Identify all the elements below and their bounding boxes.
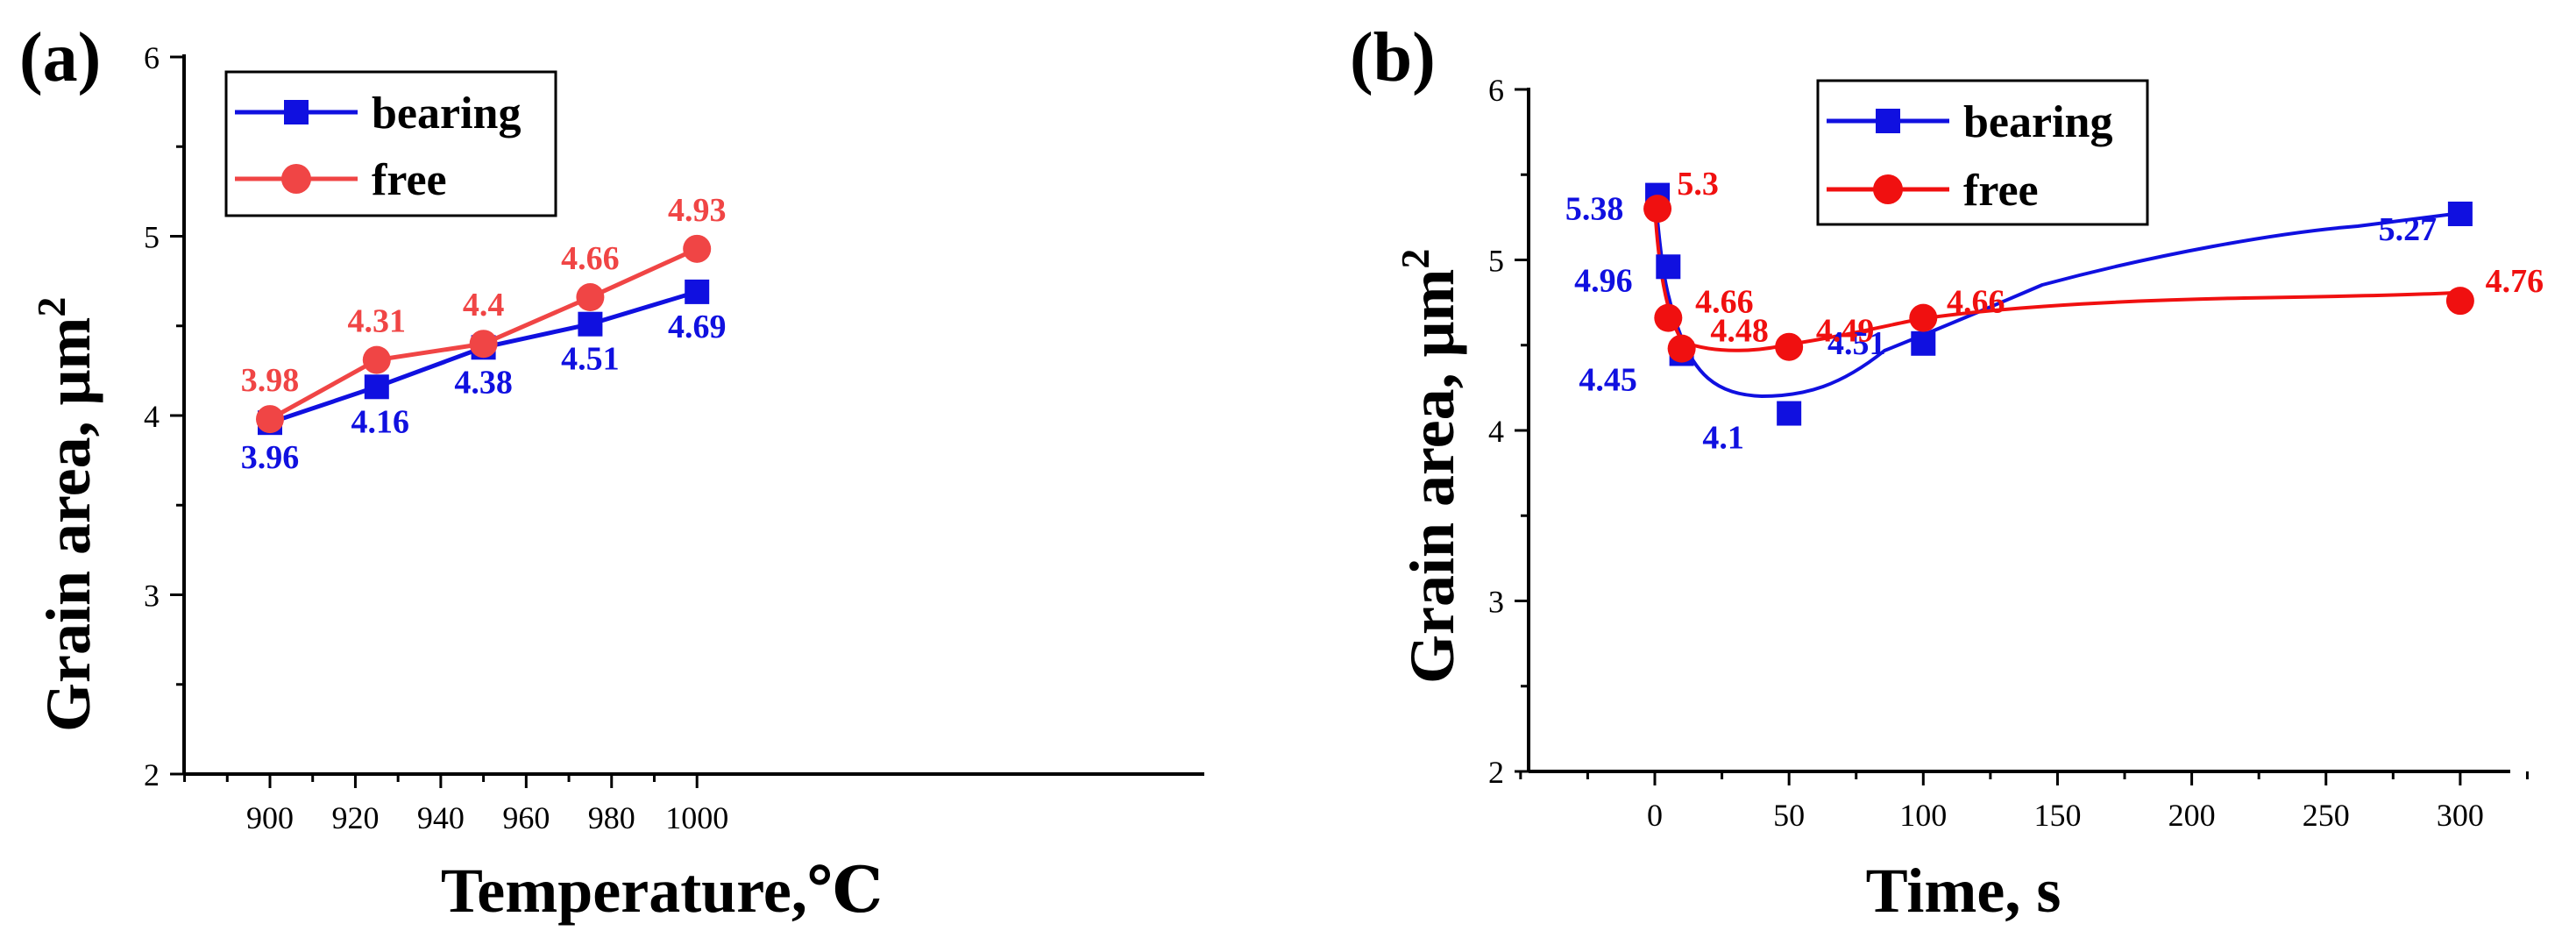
panel-b-bearing-point-5 xyxy=(2447,201,2473,226)
panel-b-bearing-label-3: 4.1 xyxy=(1702,420,1744,457)
panel-b-free-point-3 xyxy=(1775,332,1804,361)
panel-a-free-point-4 xyxy=(683,234,712,263)
panel-b-free-point-5 xyxy=(2445,287,2474,316)
panel-a-free-point-2 xyxy=(469,330,498,359)
panel-a-free-label-0: 3.98 xyxy=(241,362,300,399)
panel-a-ytick-label-1: 3 xyxy=(144,579,160,614)
panel-b-free-point-2 xyxy=(1667,334,1696,363)
panel-a-ytick-label-4: 6 xyxy=(144,40,160,75)
panel-b-bearing-label-2: 4.45 xyxy=(1579,361,1637,398)
panel-a-free-label-1: 4.31 xyxy=(348,303,407,340)
panel-b-free-label-3: 4.49 xyxy=(1816,313,1875,350)
panel-b-x-label: Time, s xyxy=(1866,856,2062,926)
panel-b-bearing-label-4: 4.51 xyxy=(1827,325,1886,362)
panel-a-xtick-label-2: 940 xyxy=(417,800,465,835)
panel-b-legend-free-label: free xyxy=(1963,166,2039,216)
panel-a-x-label: Temperature,℃ xyxy=(441,856,883,926)
panel-a-ytick-label-3: 5 xyxy=(144,220,160,255)
panel-a-y-label: Grain area, μm2 xyxy=(29,297,103,732)
panel-b-ticks: 0 50 100 150 200 250 300 2 3 4 5 6 xyxy=(1488,73,2529,833)
panel-b-ytick-label-1: 3 xyxy=(1488,585,1504,620)
panel-b-legend: bearing free xyxy=(1816,79,2149,226)
panel-b-xtick-label-0: 0 xyxy=(1647,798,1663,833)
panel-a-xtick-label-5: 1000 xyxy=(665,800,728,835)
panel-b-label: (b) xyxy=(1350,19,1436,96)
panel-b-bearing-point-3 xyxy=(1777,401,1802,426)
panel-b-free-label-5: 4.76 xyxy=(2486,263,2544,300)
panel-a-legend-free-label: free xyxy=(372,155,447,205)
panel-b-legend-bearing-marker xyxy=(1876,109,1900,133)
panel-b-ytick-label-2: 4 xyxy=(1488,414,1504,449)
panel-b-xtick-label-1: 50 xyxy=(1773,798,1805,833)
panel-b-y-label-main: Grain area, μm xyxy=(1397,269,1467,684)
panel-a-xtick-label-4: 980 xyxy=(588,800,635,835)
panel-a-free-point-3 xyxy=(576,283,605,312)
panel-b-legend-bearing-label: bearing xyxy=(1963,97,2112,147)
panel-b-chart: (b) 0 50 100 150 200 250 300 2 3 4 5 6 Time, s Grai… xyxy=(1350,19,2544,926)
panel-a-bearing-label-3: 4.51 xyxy=(561,341,620,378)
panel-b-free-point-1 xyxy=(1654,303,1683,332)
panel-b-series: 5.384.964.454.14.515.275.34.664.48 4.494.… xyxy=(1565,166,2544,456)
panel-b-bearing-point-1 xyxy=(1656,254,1681,280)
panel-b-bearing-label-1: 4.96 xyxy=(1574,262,1633,299)
panel-b-free-label-2: 4.48 xyxy=(1710,313,1769,350)
panel-a-legend-bearing-marker xyxy=(284,100,309,124)
panel-b-xtick-label-6: 300 xyxy=(2437,798,2484,833)
panel-a-free-point-0 xyxy=(256,405,284,434)
panel-b-ytick-label-4: 6 xyxy=(1488,73,1504,108)
panel-b-bearing-point-4 xyxy=(1911,330,1936,356)
panel-a-bearing-label-4: 4.69 xyxy=(668,309,727,345)
panel-b-y-label-sup: 2 xyxy=(1393,249,1437,269)
panel-b-ytick-label-0: 2 xyxy=(1488,755,1504,790)
panel-a-bearing-label-1: 4.16 xyxy=(351,403,410,440)
panel-b-free-label-1: 4.66 xyxy=(1695,284,1754,321)
panel-b-xtick-label-2: 100 xyxy=(1899,798,1947,833)
panel-b-free-label-4: 4.66 xyxy=(1947,284,2005,321)
panel-a-free-point-1 xyxy=(362,345,391,374)
panel-a-ytick-label-2: 4 xyxy=(144,399,160,434)
panel-a-y-label-sup: 2 xyxy=(29,297,74,317)
panel-a-bearing-label-2: 4.38 xyxy=(454,364,513,401)
panel-b-ytick-label-3: 5 xyxy=(1488,244,1504,279)
panel-a-xtick-label-1: 920 xyxy=(331,800,379,835)
panel-b-bearing-label-0: 5.38 xyxy=(1565,191,1624,228)
panel-a-series: 3.96 4.16 4.38 4.51 4.69 3.98 4.31 4.4 4.66 4.93 xyxy=(241,192,727,476)
panel-b-legend-box xyxy=(1816,79,2149,226)
panel-a-xtick-label-3: 960 xyxy=(502,800,550,835)
panel-b-xtick-label-3: 150 xyxy=(2033,798,2081,833)
panel-a-bearing-point-1 xyxy=(364,374,389,400)
panel-b-y-label: Grain area, μm2 xyxy=(1393,249,1467,684)
panel-a-legend: bearing free xyxy=(224,70,557,217)
panel-a-label: (a) xyxy=(19,19,101,96)
panel-b-legend-free-marker xyxy=(1873,174,1903,204)
panel-b-xtick-label-4: 200 xyxy=(2168,798,2216,833)
panel-a-legend-box xyxy=(224,70,557,217)
panel-a-free-label-2: 4.4 xyxy=(463,287,505,323)
panel-a-legend-bearing-label: bearing xyxy=(372,89,521,139)
panel-a-bearing-label-0: 3.96 xyxy=(241,439,300,476)
panel-a-y-label-main: Grain area, μm xyxy=(33,317,103,732)
panel-a-legend-free-marker xyxy=(281,164,311,194)
panel-b-free-point-4 xyxy=(1909,303,1938,332)
panel-a-xtick-label-0: 900 xyxy=(246,800,294,835)
panel-a-bearing-point-4 xyxy=(685,279,710,304)
panel-b-free-point-0 xyxy=(1643,195,1672,224)
panel-b-bearing-label-5: 5.27 xyxy=(2379,211,2438,248)
panel-a-free-label-3: 4.66 xyxy=(561,240,620,277)
panel-b-xtick-label-5: 250 xyxy=(2303,798,2350,833)
panel-a-ticks: 900 920 940 960 980 1000 2 3 4 5 6 xyxy=(144,40,728,835)
panel-a-free-label-4: 4.93 xyxy=(668,192,727,229)
panel-b-free-label-0: 5.3 xyxy=(1677,166,1719,202)
panel-a-chart: (a) 900 920 940 960 980 1000 2 3 4 5 6 Temperature… xyxy=(19,19,1204,926)
panel-a-ytick-label-0: 2 xyxy=(144,757,160,792)
panel-a-bearing-point-3 xyxy=(578,311,603,337)
